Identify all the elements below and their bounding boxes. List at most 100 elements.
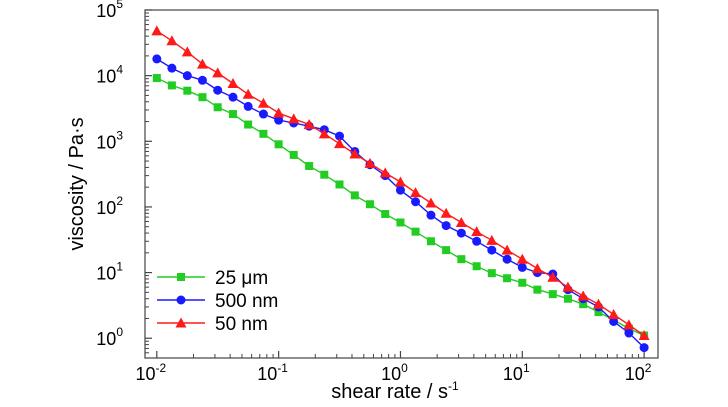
- y-tick-label: 103: [96, 128, 123, 152]
- series-layer: [151, 25, 650, 353]
- data-point: [410, 187, 422, 198]
- legend-label: 500 nm: [215, 291, 278, 312]
- data-point: [228, 92, 238, 102]
- data-point: [395, 185, 405, 195]
- data-point: [516, 253, 528, 264]
- y-tick-label: 101: [96, 260, 123, 284]
- data-point: [335, 180, 344, 189]
- data-point: [441, 221, 451, 231]
- data-point: [639, 343, 649, 353]
- data-point: [152, 54, 162, 64]
- data-point: [182, 71, 192, 81]
- data-point: [167, 63, 177, 73]
- data-point: [242, 88, 254, 99]
- data-point: [472, 262, 481, 271]
- data-point: [503, 274, 512, 283]
- data-point: [486, 234, 498, 245]
- data-point: [166, 35, 178, 46]
- x-tick-label: 10-2: [135, 361, 166, 384]
- data-point: [396, 218, 405, 227]
- data-point: [213, 85, 223, 95]
- y-axis: 100 101 102 103 104 105: [96, 0, 152, 359]
- data-point: [289, 150, 298, 159]
- data-point: [472, 236, 482, 246]
- data-point: [350, 191, 359, 200]
- data-point: [609, 316, 619, 326]
- data-point: [303, 119, 315, 130]
- data-point: [364, 157, 376, 168]
- data-point: [425, 197, 437, 208]
- data-point: [563, 294, 572, 303]
- data-point: [517, 262, 527, 272]
- x-tick-label: 10-1: [257, 361, 288, 384]
- data-point: [608, 308, 620, 319]
- data-point: [259, 129, 268, 138]
- x-axis: 10-2 10-1 100 101 102: [135, 351, 652, 384]
- data-point: [442, 246, 451, 255]
- series-group: [151, 25, 650, 341]
- data-point: [623, 319, 635, 330]
- data-point: [531, 263, 543, 274]
- data-point: [213, 103, 222, 112]
- data-point: [579, 300, 588, 309]
- data-point: [518, 278, 527, 287]
- data-point: [471, 226, 483, 237]
- legend-marker: [176, 295, 186, 305]
- data-point: [577, 290, 589, 301]
- data-point: [547, 271, 559, 282]
- legend-marker: [175, 317, 187, 328]
- data-point: [411, 197, 421, 207]
- data-point: [638, 330, 650, 341]
- data-point: [151, 25, 163, 36]
- y-tick-label: 105: [96, 0, 123, 21]
- data-point: [379, 167, 391, 178]
- x-tick-label: 102: [625, 361, 652, 384]
- data-point: [562, 281, 574, 292]
- legend-marker: [177, 273, 185, 281]
- data-point: [548, 290, 557, 299]
- legend-label: 25 μm: [215, 268, 268, 289]
- data-point: [440, 207, 452, 218]
- data-point: [305, 162, 314, 171]
- data-point: [487, 269, 496, 278]
- data-point: [411, 227, 420, 236]
- data-point: [212, 67, 224, 78]
- data-point: [243, 101, 253, 111]
- data-point: [320, 170, 329, 179]
- data-point: [197, 75, 207, 85]
- data-point: [365, 200, 374, 209]
- data-point: [457, 255, 466, 264]
- axes-box: [144, 9, 659, 359]
- data-point: [274, 115, 284, 125]
- data-point: [426, 210, 436, 220]
- data-point: [288, 113, 300, 124]
- data-point: [456, 228, 466, 238]
- plot-frame: [144, 9, 659, 359]
- y-tick-label: 102: [96, 194, 123, 218]
- data-point: [196, 58, 208, 69]
- data-point: [349, 148, 361, 159]
- data-point: [501, 244, 513, 255]
- data-point: [257, 97, 269, 108]
- data-point: [394, 176, 406, 187]
- data-point: [258, 109, 268, 119]
- data-point: [335, 131, 345, 141]
- data-point: [167, 81, 176, 90]
- data-point: [318, 128, 330, 139]
- data-point: [624, 328, 634, 338]
- data-point: [502, 254, 512, 264]
- x-axis-title: shear rate / s-1: [331, 379, 459, 403]
- data-point: [426, 237, 435, 246]
- data-point: [533, 285, 542, 294]
- data-point: [594, 308, 603, 317]
- data-point: [455, 216, 467, 227]
- data-point: [381, 210, 390, 219]
- legend-label: 50 nm: [215, 314, 268, 335]
- data-point: [198, 93, 207, 102]
- data-point: [334, 138, 346, 149]
- data-point: [181, 46, 193, 57]
- data-point: [152, 74, 161, 83]
- data-point: [227, 77, 239, 88]
- data-point: [274, 140, 283, 149]
